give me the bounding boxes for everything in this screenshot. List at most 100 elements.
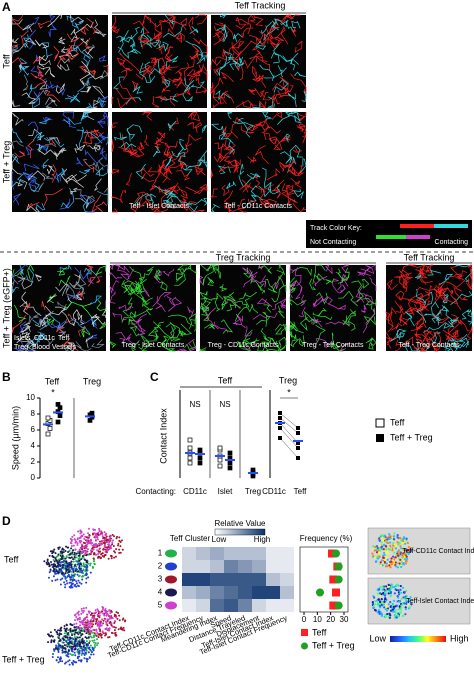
track <box>27 176 37 191</box>
tsne-point <box>109 617 112 620</box>
tsne-point <box>93 563 96 566</box>
track <box>244 326 253 337</box>
map-point <box>374 603 377 606</box>
track <box>70 187 78 195</box>
track <box>128 317 136 325</box>
track <box>391 322 403 331</box>
track <box>11 14 24 31</box>
track <box>423 322 446 333</box>
track <box>271 189 281 199</box>
track <box>65 46 74 60</box>
map-point <box>396 583 399 586</box>
map-point <box>380 546 383 549</box>
tsne-point <box>65 623 68 626</box>
track <box>32 131 45 141</box>
tsne-point <box>89 562 92 565</box>
tsne-point <box>77 633 80 636</box>
point <box>197 447 203 453</box>
track <box>294 286 303 300</box>
track <box>112 208 119 213</box>
track <box>224 145 236 156</box>
point <box>197 460 203 466</box>
tsne-point <box>119 545 122 548</box>
track <box>193 38 208 47</box>
point <box>55 419 61 425</box>
track <box>414 310 424 326</box>
track <box>289 280 303 299</box>
track <box>439 281 457 289</box>
track <box>247 156 257 163</box>
y-tick-label: 6 <box>31 425 36 434</box>
map-point <box>378 547 381 550</box>
point <box>316 588 324 597</box>
track <box>248 31 264 41</box>
track <box>440 287 453 293</box>
map-point <box>384 540 388 543</box>
map-point <box>389 566 392 569</box>
track <box>369 277 377 291</box>
tsne-point <box>71 654 74 657</box>
track <box>293 113 302 124</box>
point <box>217 445 223 451</box>
map-point <box>394 608 397 611</box>
tsne-point <box>109 554 112 557</box>
panel-label: B <box>2 370 11 384</box>
map-point <box>380 541 383 544</box>
tsne-point <box>86 616 89 619</box>
track <box>315 324 326 346</box>
cluster-label: 4 <box>158 588 163 597</box>
map-point <box>391 555 395 558</box>
track <box>20 30 29 48</box>
track <box>114 87 133 100</box>
row-label: Teff <box>1 54 11 69</box>
pair-line <box>279 437 299 459</box>
map-point <box>373 596 376 599</box>
track <box>367 308 376 325</box>
tsne-point <box>78 655 81 658</box>
section-header: Treg Tracking <box>216 252 271 262</box>
track <box>416 322 427 330</box>
heat-cell <box>196 560 210 573</box>
track <box>153 206 169 213</box>
tsne-point <box>94 642 97 645</box>
tsne-point <box>55 572 58 575</box>
tsne-point <box>85 637 88 640</box>
track <box>130 41 141 55</box>
tsne-point <box>55 570 58 573</box>
tsne-point <box>107 636 110 639</box>
tsne-point <box>76 544 79 547</box>
track <box>77 313 85 325</box>
tsne-point <box>80 612 83 615</box>
heat-cell <box>210 573 224 586</box>
track <box>213 66 222 76</box>
track <box>41 42 53 57</box>
map-point <box>381 604 384 607</box>
tsne-point <box>69 652 72 655</box>
tsne-point <box>67 551 70 554</box>
track <box>132 147 145 158</box>
tsne-point <box>121 618 124 621</box>
track <box>113 132 128 141</box>
tsne-point <box>107 545 110 548</box>
track <box>239 59 248 81</box>
track <box>223 56 231 66</box>
track <box>91 129 101 136</box>
tsne-point <box>117 544 120 547</box>
tsne-point <box>79 643 82 646</box>
track <box>469 267 473 278</box>
tsne-point <box>98 614 101 617</box>
track <box>11 112 24 126</box>
map-point <box>400 606 403 609</box>
track <box>123 144 134 156</box>
map-point <box>386 612 389 616</box>
tsne-point <box>67 649 70 652</box>
colorbar-label: Low <box>212 535 227 544</box>
tsne-point <box>93 639 96 642</box>
point <box>217 457 223 463</box>
track <box>287 93 297 107</box>
tsne-point <box>74 541 77 544</box>
track <box>195 54 208 59</box>
map-point <box>405 537 408 540</box>
track <box>190 49 199 60</box>
track <box>47 165 55 175</box>
